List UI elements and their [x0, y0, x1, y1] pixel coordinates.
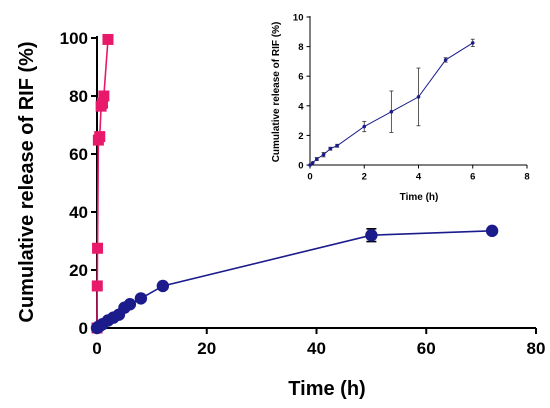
y-tick-label: 4	[298, 101, 304, 112]
y-tick-label: 6	[298, 72, 303, 83]
main-y-title: Cumulative release of RIF (%)	[16, 41, 38, 322]
x-tick-label: 40	[307, 339, 326, 358]
data-point-circle	[123, 298, 137, 311]
y-tick-label: 60	[69, 145, 88, 164]
y-tick-label: 40	[69, 203, 88, 222]
y-tick-label: 8	[298, 42, 303, 53]
y-tick-label: 0	[79, 319, 88, 338]
inset-x-title: Time (h)	[400, 192, 439, 203]
x-tick-label: 4	[416, 172, 422, 183]
y-tick-label: 80	[69, 87, 88, 106]
inset-plot-area	[308, 38, 475, 167]
x-tick-label: 20	[197, 339, 216, 358]
data-point-circle	[362, 124, 367, 129]
main-x-title: Time (h)	[288, 378, 365, 400]
data-point-circle	[443, 58, 448, 62]
data-point-circle	[485, 224, 499, 238]
data-point-circle	[470, 41, 475, 45]
data-point-circle	[416, 95, 421, 99]
main-plot-area	[90, 33, 499, 335]
data-point-circle	[134, 292, 148, 305]
y-tick-label: 2	[298, 131, 303, 142]
data-point-circle	[321, 152, 326, 157]
data-point-square	[94, 131, 106, 143]
data-point-square	[102, 33, 114, 45]
data-point-circle	[314, 157, 319, 161]
data-point-circle	[156, 279, 170, 293]
x-tick-label: 6	[470, 172, 475, 183]
data-point-square	[91, 280, 103, 292]
data-point-circle	[308, 163, 312, 167]
data-point-square	[98, 90, 110, 102]
inset-ticks: 0 2 4 6 8 0 2 4 6 8 10	[293, 13, 530, 183]
data-point-circle	[335, 143, 339, 148]
y-tick-label: 100	[60, 29, 88, 48]
data-point-square	[96, 97, 108, 109]
x-tick-label: 8	[524, 172, 529, 183]
data-point-circle	[365, 229, 378, 242]
data-point-square	[92, 242, 104, 254]
data-point-circle	[389, 109, 394, 114]
x-tick-label: 0	[307, 172, 312, 183]
y-tick-label: 20	[69, 261, 88, 280]
data-point-circle	[310, 160, 315, 165]
x-tick-label: 2	[362, 172, 367, 183]
x-tick-label: 0	[92, 339, 101, 358]
x-tick-label: 60	[417, 339, 436, 358]
y-tick-label: 10	[293, 13, 304, 24]
x-tick-label: 80	[527, 339, 546, 358]
y-tick-label: 0	[298, 161, 303, 172]
series-line-1	[96, 230, 493, 329]
data-point-circle	[328, 146, 333, 151]
inset-y-title: Cumulative release of RIF (%)	[271, 22, 282, 163]
